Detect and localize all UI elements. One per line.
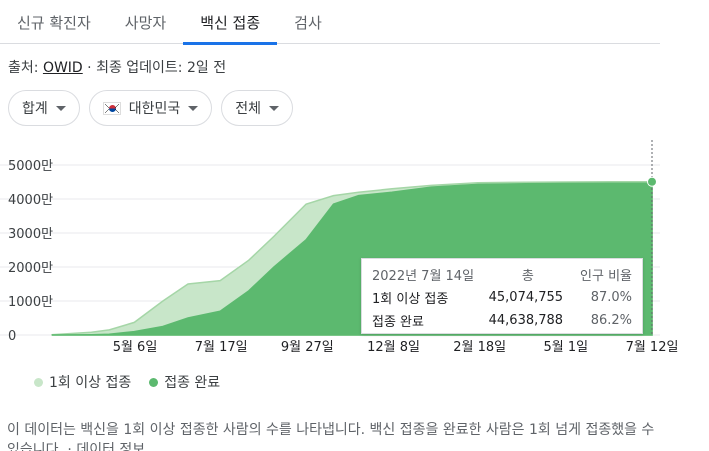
tab-deaths[interactable]: 사망자 xyxy=(124,13,167,32)
country-filter-label: 대한민국 xyxy=(128,101,181,117)
hover-point xyxy=(647,176,657,187)
tab-new-cases[interactable]: 신규 확진자 xyxy=(17,13,91,32)
tooltip-row-fully: 접종 완료 44,638,788 86.2% xyxy=(372,309,632,332)
tab-bar: 신규 확진자 사망자 백신 접종 검사 xyxy=(0,0,660,45)
y-tick-label: 1000만 xyxy=(8,295,53,310)
tooltip-col-ratio: 인구 비율 xyxy=(580,269,632,284)
tooltip-row-one-dose: 1회 이상 접종 45,074,755 87.0% xyxy=(372,286,632,309)
legend-dot-icon xyxy=(149,377,159,387)
range-filter-dropdown[interactable]: 전체 xyxy=(221,90,294,126)
tooltip-date: 2022년 7월 14일 xyxy=(372,269,475,284)
y-tick-label: 5000만 xyxy=(8,159,53,174)
x-tick-label: 7월 12일 xyxy=(626,340,679,355)
country-filter-dropdown[interactable]: 대한민국 xyxy=(88,90,213,126)
tooltip-header: 2022년 7월 14일 총 인구 비율 xyxy=(372,263,632,286)
tooltip-row-ratio: 86.2% xyxy=(590,313,633,328)
legend-dot-icon xyxy=(34,377,43,387)
tab-vaccinations[interactable]: 백신 접종 xyxy=(183,0,278,45)
y-tick-label: 0 xyxy=(8,329,16,344)
x-tick-label: 5월 1일 xyxy=(544,340,589,355)
caret-down-icon xyxy=(269,105,280,111)
tooltip-row-label: 접종 완료 xyxy=(372,315,424,330)
chart-legend: 1회 이상 접종 접종 완료 xyxy=(34,372,220,392)
y-tick-label: 4000만 xyxy=(8,193,53,208)
tooltip-col-total: 총 xyxy=(521,269,534,284)
source-prefix: 출처: xyxy=(8,60,39,76)
x-tick-label: 2월 18일 xyxy=(453,340,506,355)
source-updated: · 최종 업데이트: 2일 전 xyxy=(87,60,227,76)
tooltip-row-ratio: 87.0% xyxy=(590,290,633,305)
tooltip-row-value: 44,638,788 xyxy=(488,313,564,328)
x-tick-label: 7월 17일 xyxy=(195,340,248,355)
legend-label: 1회 이상 접종 xyxy=(49,375,132,391)
filter-bar: 합계 대한민국 전체 xyxy=(8,90,294,126)
legend-item-one-dose[interactable]: 1회 이상 접종 xyxy=(34,372,131,392)
legend-label: 접종 완료 xyxy=(164,375,221,391)
source-link[interactable]: OWID xyxy=(42,60,83,76)
y-tick-label: 3000만 xyxy=(8,227,53,242)
kr-flag-icon xyxy=(102,101,121,115)
total-filter-label: 합계 xyxy=(22,101,48,117)
tooltip-row-value: 45,074,755 xyxy=(488,290,564,305)
range-filter-label: 전체 xyxy=(235,101,262,117)
caret-down-icon xyxy=(188,105,199,111)
y-tick-label: 2000만 xyxy=(8,261,53,276)
legend-item-fully[interactable]: 접종 완료 xyxy=(149,372,220,392)
chart-tooltip: 2022년 7월 14일 총 인구 비율 1회 이상 접종 45,074,755… xyxy=(361,258,643,334)
caret-down-icon xyxy=(55,105,66,111)
tab-tests[interactable]: 검사 xyxy=(294,13,322,32)
tooltip-row-label: 1회 이상 접종 xyxy=(372,292,449,307)
x-tick-label: 12월 8일 xyxy=(367,340,420,355)
x-tick-label: 5월 6일 xyxy=(113,340,158,355)
source-line: 출처: OWID · 최종 업데이트: 2일 전 xyxy=(8,57,226,77)
x-tick-label: 9월 27일 xyxy=(281,340,334,355)
data-description: 이 데이터는 백신을 1회 이상 접종한 사람의 수를 나타냅니다. 백신 접종… xyxy=(7,422,655,451)
total-filter-dropdown[interactable]: 합계 xyxy=(8,90,80,126)
